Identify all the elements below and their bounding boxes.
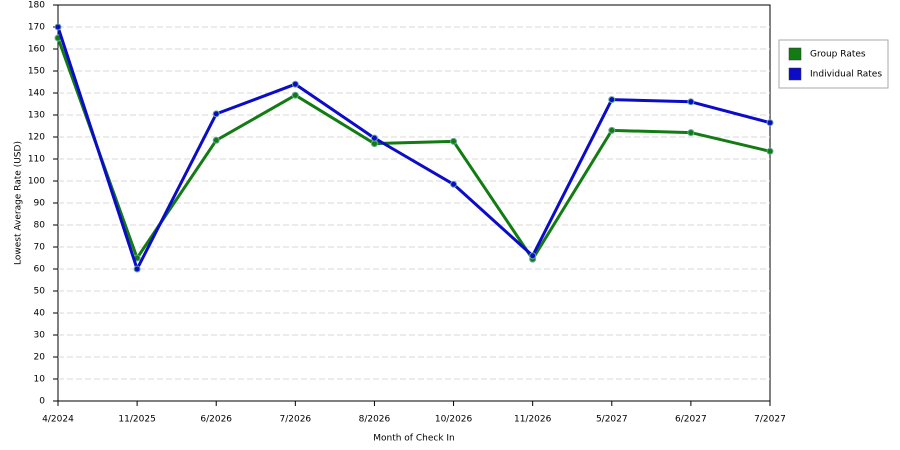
data-point (608, 126, 616, 134)
y-tick-label: 40 (34, 309, 46, 319)
x-tick-label: 11/2026 (514, 415, 552, 425)
data-point (608, 96, 616, 104)
y-tick-label: 160 (28, 45, 45, 55)
legend-box (778, 39, 889, 89)
y-tick-label: 170 (28, 23, 45, 33)
data-point (687, 129, 695, 137)
x-tick-label: 11/2025 (118, 415, 155, 425)
y-tick-label: 20 (34, 353, 46, 363)
y-tick-label: 180 (28, 1, 45, 11)
data-point (54, 23, 62, 31)
y-axis-label: Lowest Average Rate (USD) (14, 141, 24, 265)
y-tick-label: 90 (34, 199, 46, 209)
x-tick-label: 8/2026 (359, 415, 391, 425)
y-tick-label: 130 (28, 111, 45, 121)
y-tick-label: 110 (28, 155, 45, 165)
x-tick-label: 4/2024 (42, 415, 74, 425)
y-tick-label: 30 (34, 331, 46, 341)
data-point (370, 134, 378, 142)
data-point (291, 80, 299, 88)
x-tick-label: 6/2026 (200, 415, 232, 425)
y-tick-label: 60 (34, 265, 46, 275)
data-point (212, 136, 220, 144)
x-tick-label: 7/2027 (754, 415, 786, 425)
legend-swatch (788, 47, 802, 61)
legend-swatch (788, 67, 802, 81)
x-axis-label: Month of Check In (373, 434, 455, 444)
x-tick-label: 6/2027 (675, 415, 707, 425)
y-tick-label: 70 (34, 243, 46, 253)
legend-label: Group Rates (810, 50, 866, 60)
y-tick-label: 80 (34, 221, 46, 231)
x-tick-label: 7/2026 (279, 415, 311, 425)
y-tick-label: 100 (28, 177, 45, 187)
data-point (291, 91, 299, 99)
data-point (766, 119, 774, 127)
data-point (687, 98, 695, 106)
data-point (133, 265, 141, 273)
legend-label: Individual Rates (810, 70, 882, 80)
data-point (450, 137, 458, 145)
data-point (212, 110, 220, 118)
data-point (529, 252, 537, 260)
x-tick-label: 10/2026 (435, 415, 473, 425)
y-tick-label: 10 (34, 375, 46, 385)
series-line (56, 26, 771, 271)
y-tick-label: 120 (28, 133, 45, 143)
y-tick-label: 150 (28, 67, 45, 77)
data-point (450, 180, 458, 188)
y-tick-label: 140 (28, 89, 45, 99)
y-tick-label: 50 (34, 287, 46, 297)
data-point (766, 147, 774, 155)
series-line (56, 37, 771, 261)
x-tick-label: 5/2027 (596, 415, 628, 425)
y-tick-label: 0 (39, 397, 45, 407)
